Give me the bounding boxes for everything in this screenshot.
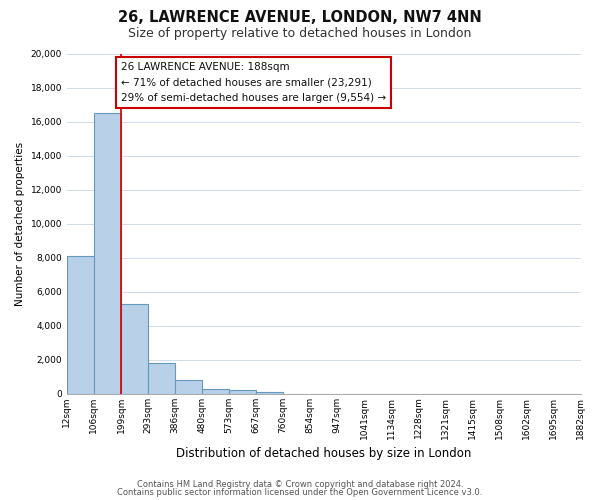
Bar — [148, 363, 175, 394]
Bar — [229, 390, 256, 394]
Bar — [121, 304, 148, 394]
Bar — [175, 380, 202, 394]
Text: 26 LAWRENCE AVENUE: 188sqm
← 71% of detached houses are smaller (23,291)
29% of : 26 LAWRENCE AVENUE: 188sqm ← 71% of deta… — [121, 62, 386, 103]
Bar — [94, 113, 121, 394]
Y-axis label: Number of detached properties: Number of detached properties — [15, 142, 25, 306]
Bar — [256, 392, 283, 394]
Text: Contains public sector information licensed under the Open Government Licence v3: Contains public sector information licen… — [118, 488, 482, 497]
Text: Contains HM Land Registry data © Crown copyright and database right 2024.: Contains HM Land Registry data © Crown c… — [137, 480, 463, 489]
Text: Size of property relative to detached houses in London: Size of property relative to detached ho… — [128, 28, 472, 40]
Text: 26, LAWRENCE AVENUE, LONDON, NW7 4NN: 26, LAWRENCE AVENUE, LONDON, NW7 4NN — [118, 10, 482, 25]
Bar — [67, 256, 94, 394]
Bar — [202, 388, 229, 394]
X-axis label: Distribution of detached houses by size in London: Distribution of detached houses by size … — [176, 447, 472, 460]
